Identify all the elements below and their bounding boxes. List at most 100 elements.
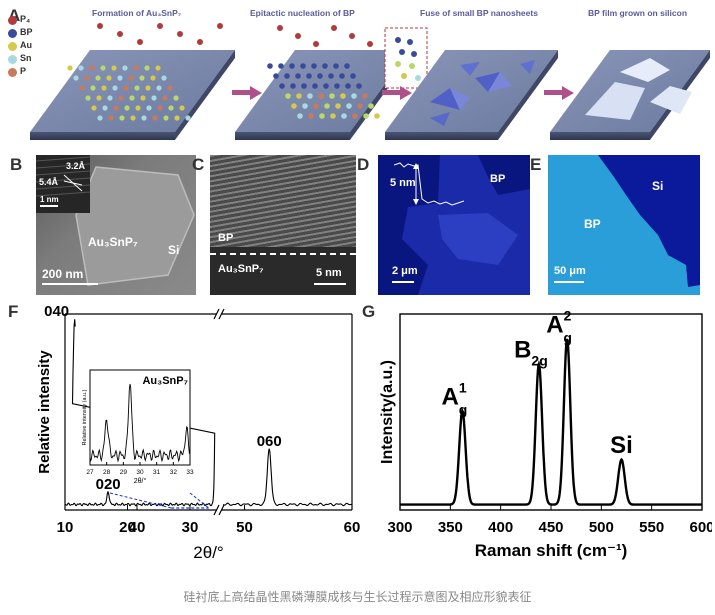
atom — [122, 65, 128, 71]
plot-frame — [399, 313, 703, 511]
atom — [301, 83, 307, 89]
atom — [341, 113, 347, 119]
peak-label: 040 — [44, 303, 69, 320]
stage-title-3: Fuse of small BP nanosheets — [420, 8, 538, 18]
atom — [123, 85, 129, 91]
height-label: 5 nm — [390, 177, 416, 189]
atom — [111, 65, 117, 71]
stage-title-1: Formation of Au₃SnP₇ — [92, 8, 182, 18]
panel-b-tem-image: 3.2Å 5.4Å 1 nm Au₃SnP₇ Si 200 nm — [36, 155, 196, 295]
atom — [146, 105, 152, 111]
atom — [319, 113, 325, 119]
material-label: BP — [584, 217, 601, 231]
stage-1-crystals — [67, 23, 223, 121]
p4-molecule — [197, 39, 203, 45]
panel-d-optical-image: 5 nm BP 2 μm — [378, 155, 530, 295]
panel-c-cross-section: BP Au₃SnP₇ 5 nm — [210, 155, 356, 295]
atom — [118, 95, 124, 101]
atom — [133, 65, 139, 71]
legend-dot — [8, 68, 17, 77]
atom — [335, 103, 341, 109]
atom — [333, 63, 339, 69]
atom — [306, 73, 312, 79]
inset-scale-bar — [40, 205, 58, 207]
atom — [345, 83, 351, 89]
atom — [362, 93, 368, 99]
substrate-label: Si — [652, 179, 664, 193]
atom — [140, 95, 146, 101]
atom — [324, 103, 330, 109]
atom — [185, 115, 191, 121]
hexagonal-crystal — [75, 166, 195, 286]
atom — [328, 73, 334, 79]
atom — [95, 75, 101, 81]
atom — [155, 65, 161, 71]
atom — [308, 113, 314, 119]
x-tick-label: 500 — [589, 519, 614, 536]
inset-frame — [89, 369, 191, 466]
atom — [312, 83, 318, 89]
atom — [130, 115, 136, 121]
atom — [124, 105, 130, 111]
atom — [318, 93, 324, 99]
atom — [340, 93, 346, 99]
legend-dot — [8, 29, 17, 38]
scale-label: 50 μm — [554, 265, 586, 277]
xrd-chart: 10 20 30 40 50 60 020 040 060 2θ/° Relative intens… — [36, 303, 360, 562]
panel-e-optical-image: Si BP 50 μm — [548, 155, 700, 295]
atom — [135, 105, 141, 111]
atom — [351, 93, 357, 99]
atom — [329, 93, 335, 99]
atom — [106, 75, 112, 81]
atom — [145, 85, 151, 91]
atom — [307, 93, 313, 99]
atom — [330, 113, 336, 119]
x-tick-label: 10 — [57, 519, 74, 536]
atom — [129, 95, 135, 101]
material-label: BP — [490, 173, 506, 185]
x-tick-label: 300 — [387, 519, 412, 536]
atom — [290, 83, 296, 89]
arrow-2-head — [400, 86, 412, 100]
panel-d-label: D — [357, 155, 370, 174]
legend-dot — [8, 55, 17, 64]
atom — [311, 63, 317, 69]
atom — [85, 95, 91, 101]
atom — [90, 85, 96, 91]
peak-label: 060 — [257, 433, 282, 450]
atom — [322, 63, 328, 69]
panel-e-label: E — [530, 155, 542, 174]
legend-dot — [8, 42, 17, 51]
atom — [150, 75, 156, 81]
atom — [168, 105, 174, 111]
atom — [141, 115, 147, 121]
atom — [144, 65, 150, 71]
atom — [108, 115, 114, 121]
atom — [344, 63, 350, 69]
arrow-3-head — [562, 86, 574, 100]
panel-g-label: G — [362, 302, 376, 321]
scale-bar — [314, 283, 346, 285]
atom — [297, 113, 303, 119]
atom — [157, 105, 163, 111]
p4-molecule — [331, 25, 337, 31]
legend-label: Au — [20, 40, 32, 50]
atom — [363, 113, 369, 119]
atom — [300, 63, 306, 69]
atom — [163, 115, 169, 121]
height-profile — [394, 162, 464, 206]
atom — [346, 103, 352, 109]
atom — [317, 73, 323, 79]
stage-title-2: Epitactic nucleation of BP — [250, 8, 355, 18]
substrate-layer-label: Au₃SnP₇ — [218, 263, 264, 275]
y-axis-title: Relative intensity — [36, 350, 53, 474]
stage-title-4: BP film grown on silicon — [588, 8, 688, 18]
legend-label: P — [20, 66, 27, 76]
atom — [273, 73, 279, 79]
atom — [339, 73, 345, 79]
p4-molecule — [157, 23, 163, 29]
interface-line — [210, 253, 356, 255]
peak-label: 020 — [96, 476, 121, 493]
x-tick-label: 20 — [119, 519, 136, 536]
